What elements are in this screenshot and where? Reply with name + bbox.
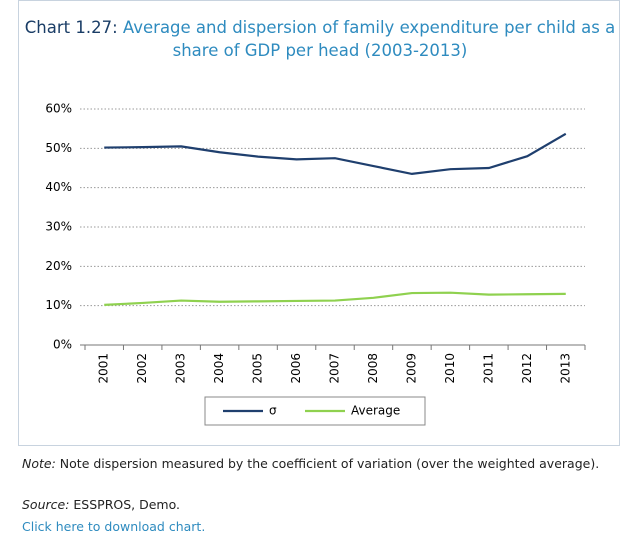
source-text: ESSPROS, Demo. — [73, 497, 181, 512]
source-label: Source: — [22, 497, 70, 512]
x-tick-label: 2005 — [251, 353, 265, 384]
x-tick-label: 2008 — [366, 353, 380, 384]
x-tick-label: 2004 — [212, 353, 226, 384]
x-tick-label: 2003 — [174, 353, 188, 384]
x-tick-label: 2010 — [443, 353, 457, 384]
series-line — [104, 291, 566, 306]
y-tick-label: 0% — [53, 338, 72, 352]
y-tick-label: 10% — [45, 298, 72, 312]
y-tick-label: 20% — [45, 259, 72, 273]
note: Note: Note dispersion measured by the co… — [22, 455, 618, 473]
series-line — [104, 132, 567, 176]
x-tick-label: 2011 — [481, 353, 495, 384]
y-tick-label: 30% — [45, 220, 72, 234]
download-link[interactable]: Click here to download chart. — [22, 519, 206, 534]
y-tick-label: 50% — [45, 141, 72, 155]
y-tick-label: 40% — [45, 180, 72, 194]
legend-label: σ — [269, 404, 277, 418]
x-tick-label: 2012 — [520, 353, 534, 384]
x-tick-label: 2009 — [404, 353, 418, 384]
source: Source: ESSPROS, Demo. — [22, 496, 618, 514]
y-tick-label: 60% — [45, 102, 72, 116]
title-text: Average and dispersion of family expendi… — [122, 18, 616, 60]
x-tick-label: 2001 — [97, 353, 111, 384]
title-prefix: Chart 1.27: — [24, 18, 118, 37]
x-tick-label: 2007 — [328, 353, 342, 384]
x-tick-label: 2002 — [135, 353, 149, 384]
note-text: Note dispersion measured by the coeffici… — [59, 456, 600, 471]
x-tick-label: 2006 — [289, 353, 303, 384]
download: Click here to download chart. — [22, 518, 618, 536]
chart-frame — [18, 0, 620, 446]
chart-title: Chart 1.27: Average and dispersion of fa… — [22, 16, 618, 62]
note-label: Note: — [22, 456, 56, 471]
legend-label: Average — [351, 404, 400, 418]
x-tick-label: 2013 — [558, 353, 572, 384]
